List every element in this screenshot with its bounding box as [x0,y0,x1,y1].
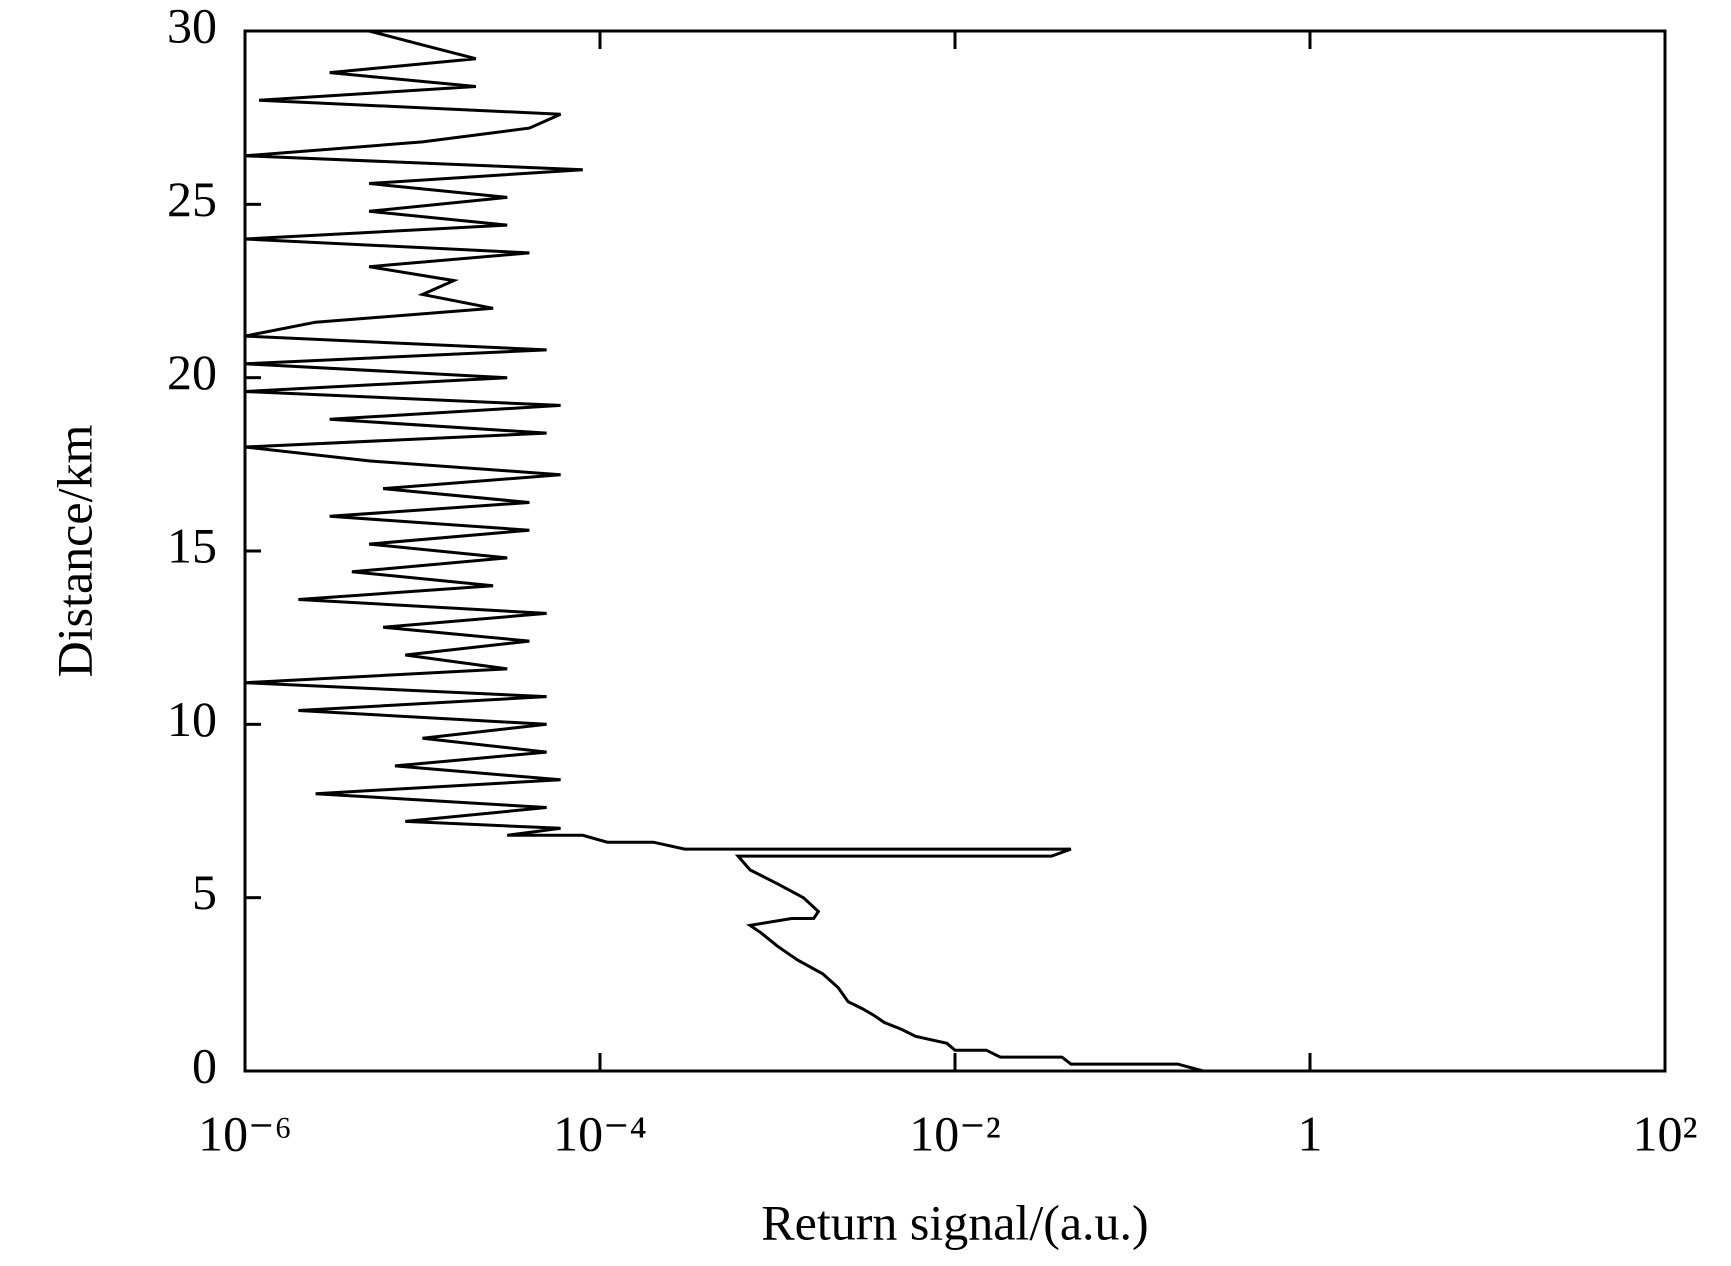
signal-line [244,29,1204,1073]
x-axis-label: Return signal/(a.u.) [761,1194,1148,1250]
y-tick-label: 10 [167,691,217,747]
x-tick-label: 10⁻² [909,1105,1000,1161]
y-axis-label: Distance/km [46,425,102,678]
plot-frame [243,29,1667,1073]
y-tick-label: 15 [167,517,217,573]
y-tick-label: 5 [192,864,217,920]
y-tick-label: 25 [167,171,217,227]
x-tick-label: 1 [1298,1105,1323,1161]
y-tick-label: 0 [192,1037,217,1093]
x-tick-label: 10² [1633,1105,1698,1161]
x-tick-label: 10⁻⁴ [553,1105,647,1161]
y-tick-label: 30 [167,0,217,53]
y-tick-label: 20 [167,344,217,400]
x-tick-label: 10⁻⁶ [198,1105,292,1161]
